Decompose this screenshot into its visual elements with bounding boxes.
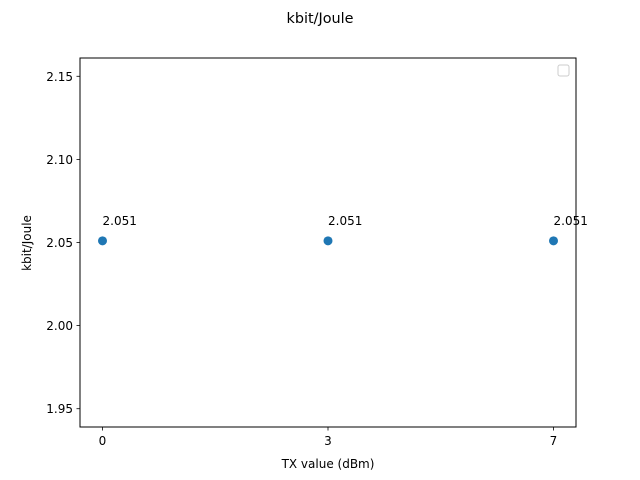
data-label: 2.051 [328, 214, 362, 228]
y-tick-label: 2.05 [46, 236, 73, 250]
data-points: 2.051 2.051 2.051 [98, 214, 588, 246]
x-tick-label: 7 [550, 434, 558, 448]
y-tick-label: 1.95 [46, 402, 73, 416]
data-label: 2.051 [103, 214, 137, 228]
legend-box [557, 64, 570, 77]
y-tick-label: 2.10 [46, 153, 73, 167]
chart-title: kbit/Joule [287, 11, 354, 27]
y-axis: 1.95 2.00 2.05 2.10 2.15 [46, 70, 80, 416]
x-axis-label: TX value (dBm) [281, 457, 375, 471]
data-point [323, 236, 333, 246]
x-tick-label: 3 [324, 434, 332, 448]
y-tick-label: 2.00 [46, 319, 73, 333]
data-point [98, 236, 107, 246]
x-tick-label: 0 [99, 434, 107, 448]
x-axis: 0 3 7 [99, 427, 558, 448]
y-axis-label: kbit/Joule [20, 215, 34, 271]
data-label: 2.051 [554, 214, 588, 228]
data-point [549, 236, 558, 246]
y-tick-label: 2.15 [46, 70, 73, 84]
